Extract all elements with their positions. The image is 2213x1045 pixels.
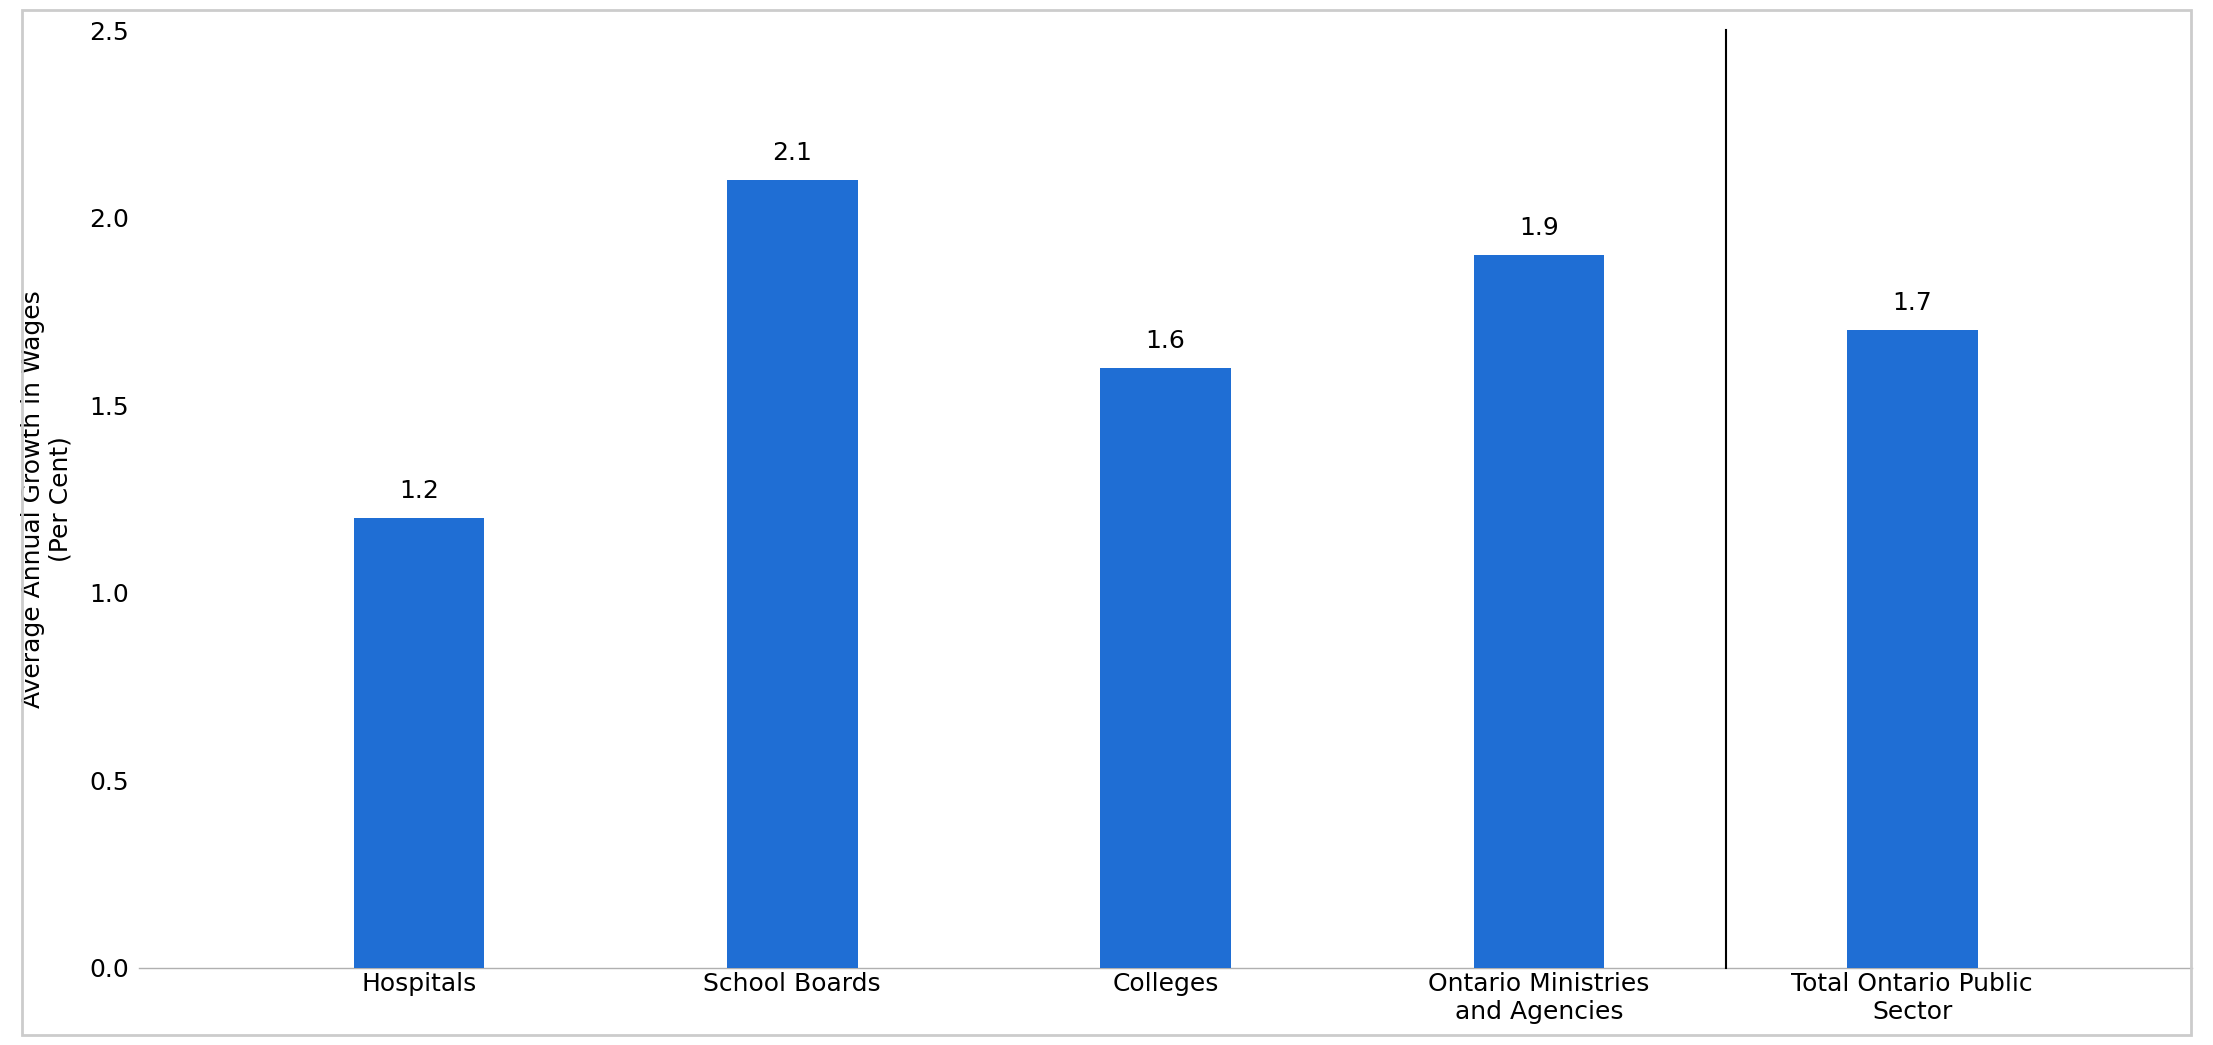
Y-axis label: Average Annual Growth in Wages
(Per Cent): Average Annual Growth in Wages (Per Cent… [20,291,73,707]
Text: 2.1: 2.1 [772,141,812,165]
Bar [1848,330,1978,968]
Text: 1.9: 1.9 [1518,216,1558,240]
Bar [354,517,485,968]
Bar [726,181,859,968]
Text: 1.2: 1.2 [398,479,438,503]
Bar [1100,368,1230,968]
Bar [1474,255,1604,968]
Text: 1.6: 1.6 [1146,329,1186,353]
Text: 1.7: 1.7 [1892,292,1932,316]
